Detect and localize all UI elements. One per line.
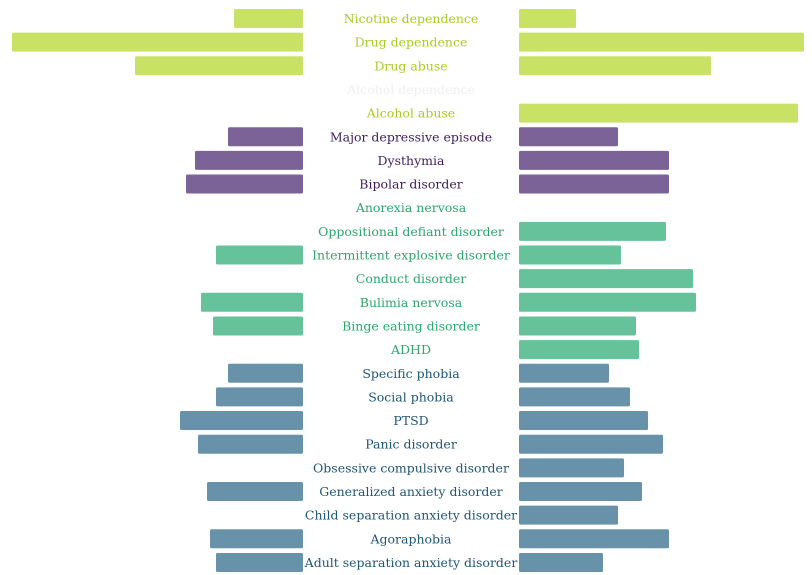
left-bar-ptsd: [180, 411, 303, 431]
right-bar-specific-phobia: [519, 363, 609, 383]
right-bar-child-separation-anxiety-disorder: [519, 505, 618, 525]
left-bar-social-phobia: [216, 387, 303, 407]
left-bar-major-depressive-episode: [228, 127, 303, 147]
category-label-agoraphobia: Agoraphobia: [369, 531, 452, 546]
category-label-social-phobia: Social phobia: [368, 389, 454, 404]
left-bar-bipolar-disorder: [186, 174, 303, 194]
right-bar-drug-dependence: [519, 32, 804, 52]
right-bar-obsessive-compulsive-disorder: [519, 458, 624, 478]
category-label-major-depressive-episode: Major depressive episode: [330, 129, 492, 144]
category-label-adhd: ADHD: [390, 342, 431, 357]
left-bar-generalized-anxiety-disorder: [207, 482, 303, 501]
left-bar-intermittent-explosive-disorder: [216, 245, 303, 265]
category-label-bulimia-nervosa: Bulimia nervosa: [360, 295, 463, 310]
category-label-nicotine-dependence: Nicotine dependence: [344, 11, 479, 26]
left-bar-dysthymia: [195, 150, 303, 170]
category-label-binge-eating-disorder: Binge eating disorder: [342, 318, 480, 333]
category-label-drug-dependence: Drug dependence: [355, 35, 468, 50]
left-bar-drug-abuse: [135, 56, 303, 76]
category-label-intermittent-explosive-disorder: Intermittent explosive disorder: [312, 248, 510, 263]
right-bar-intermittent-explosive-disorder: [519, 245, 621, 265]
left-bar-nicotine-dependence: [234, 9, 303, 28]
category-label-anorexia-nervosa: Anorexia nervosa: [355, 200, 467, 215]
right-bar-major-depressive-episode: [519, 127, 618, 147]
category-label-alcohol-abuse: Alcohol abuse: [366, 106, 455, 121]
left-bar-drug-dependence: [12, 32, 303, 52]
right-bar-adult-separation-anxiety-disorder: [519, 552, 603, 572]
category-label-adult-separation-anxiety-disorder: Adult separation anxiety disorder: [304, 555, 518, 570]
category-label-dysthymia: Dysthymia: [378, 153, 445, 168]
category-label-alcohol-dependence: Alcohol dependence: [346, 82, 475, 97]
category-label-child-separation-anxiety-disorder: Child separation anxiety disorder: [305, 508, 517, 523]
left-bar-binge-eating-disorder: [213, 316, 303, 336]
category-label-generalized-anxiety-disorder: Generalized anxiety disorder: [319, 484, 503, 499]
category-label-oppositional-defiant-disorder: Oppositional defiant disorder: [318, 224, 504, 239]
category-label-obsessive-compulsive-disorder: Obsessive compulsive disorder: [313, 460, 509, 475]
right-bar-ptsd: [519, 411, 648, 431]
right-bar-alcohol-abuse: [519, 103, 798, 123]
right-bar-drug-abuse: [519, 56, 711, 76]
right-bar-generalized-anxiety-disorder: [519, 482, 642, 501]
left-bar-specific-phobia: [228, 363, 303, 383]
left-bar-adult-separation-anxiety-disorder: [216, 552, 303, 572]
category-label-conduct-disorder: Conduct disorder: [356, 271, 467, 286]
right-bar-nicotine-dependence: [519, 9, 576, 28]
right-bar-bipolar-disorder: [519, 174, 669, 194]
right-bar-dysthymia: [519, 150, 669, 170]
right-bar-social-phobia: [519, 387, 630, 407]
right-bar-panic-disorder: [519, 434, 663, 454]
right-bar-oppositional-defiant-disorder: [519, 221, 666, 241]
left-bar-panic-disorder: [198, 434, 303, 454]
category-label-ptsd: PTSD: [393, 413, 428, 428]
right-bar-adhd: [519, 340, 639, 360]
category-label-bipolar-disorder: Bipolar disorder: [359, 177, 462, 192]
right-bar-bulimia-nervosa: [519, 292, 696, 312]
right-bar-binge-eating-disorder: [519, 316, 636, 336]
category-label-drug-abuse: Drug abuse: [374, 58, 447, 73]
category-label-specific-phobia: Specific phobia: [362, 366, 460, 381]
left-bar-agoraphobia: [210, 529, 303, 549]
right-bar-agoraphobia: [519, 529, 669, 549]
right-bar-conduct-disorder: [519, 269, 693, 289]
category-label-panic-disorder: Panic disorder: [365, 437, 457, 452]
left-bar-bulimia-nervosa: [201, 292, 303, 312]
